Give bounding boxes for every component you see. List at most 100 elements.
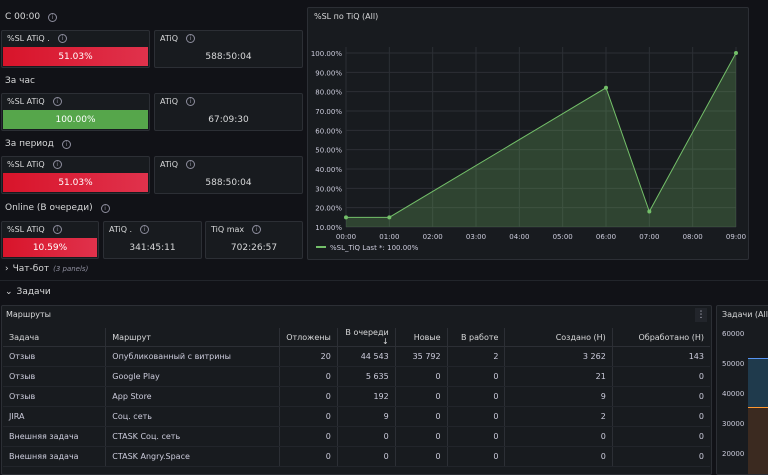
- info-icon[interactable]: i: [48, 12, 58, 22]
- chevron-right-icon: ›: [5, 264, 9, 274]
- table-cell: 192: [336, 386, 396, 407]
- table-cell: 0: [394, 426, 448, 447]
- column-header[interactable]: Маршрут: [105, 328, 280, 347]
- stat-tiq-max-online: TiQ max i 702:26:57: [205, 221, 303, 259]
- table-cell: 0: [278, 386, 338, 407]
- table-cell: 0: [446, 406, 505, 427]
- info-icon[interactable]: i: [186, 34, 196, 43]
- y-tick-label: 70.00%: [315, 108, 342, 116]
- stat-value: 702:26:57: [230, 242, 278, 253]
- table-cell: 0: [394, 406, 448, 427]
- column-header[interactable]: Обработано (Н): [611, 328, 710, 347]
- table-cell: CTASK Angry.Space: [105, 446, 280, 467]
- stat-atiq-per-hour: ATiQ i 67:09:30: [154, 93, 303, 131]
- stat-atiq-since-midnight: ATiQ i 588:50:04: [154, 30, 303, 68]
- table-cell: 0: [446, 426, 505, 447]
- info-icon[interactable]: i: [61, 139, 71, 149]
- info-icon[interactable]: i: [52, 97, 62, 106]
- x-tick-label: 05:00: [553, 233, 573, 241]
- table-cell: Внешняя задача: [3, 426, 106, 447]
- table-cell: 0: [446, 366, 505, 387]
- y-tick-label: 50000: [722, 360, 745, 368]
- row-tasks[interactable]: ⌄ Задачи: [5, 287, 51, 297]
- data-point: [387, 215, 392, 220]
- stat-value: 341:45:11: [129, 242, 176, 253]
- table-row[interactable]: Внешняя задача CTASK Angry.Space 0 0 0 0 0 0: [3, 446, 710, 467]
- data-point: [604, 85, 608, 90]
- x-tick-label: 02:00: [423, 233, 443, 241]
- table-cell: Внешняя задача: [3, 446, 106, 467]
- y-tick-label: 10.00%: [315, 224, 342, 232]
- table-cell: 0: [278, 406, 338, 427]
- x-tick-label: 00:00: [336, 233, 356, 241]
- legend-label: %SL_TiQ Last *: 100.00%: [330, 244, 419, 252]
- table-cell: 21: [504, 366, 613, 387]
- y-tick-label: 80.00%: [315, 89, 342, 97]
- panel-menu-icon[interactable]: ⋮: [695, 308, 707, 322]
- table-cell: 2: [446, 346, 505, 367]
- info-icon[interactable]: i: [252, 225, 262, 234]
- y-tick-label: 50.00%: [315, 147, 342, 155]
- table-row[interactable]: JIRA Соц. сеть 0 9 0 0 2 0: [3, 406, 710, 427]
- y-tick-label: 60000: [722, 330, 745, 338]
- tasks-area-series-2: [748, 407, 768, 474]
- table-cell: 2: [504, 406, 613, 427]
- sl-tiq-chart-panel: %SL по TiQ (All) 10.00% 20.00% 30.00% 40.00…: [307, 7, 749, 260]
- x-tick-label: 03:00: [466, 233, 486, 241]
- table-row[interactable]: Отзыв Google Play 0 5 635 0 0 21 0: [3, 366, 710, 387]
- row-chatbot[interactable]: › Чат-бот (3 panels): [5, 264, 89, 274]
- x-tick-label: 09:00: [726, 233, 746, 241]
- table-cell: 0: [504, 426, 613, 447]
- routes-table: Задача Маршрут Отложены В очереди ↓ Новые В р…: [3, 328, 710, 467]
- table-cell: 0: [394, 366, 448, 387]
- data-point: [647, 209, 652, 214]
- table-row[interactable]: Отзыв App Store 0 192 0 0 9 0: [3, 386, 710, 407]
- y-tick-label: 20.00%: [315, 205, 342, 213]
- x-tick-label: 08:00: [683, 233, 703, 241]
- info-icon[interactable]: i: [100, 203, 110, 213]
- column-header[interactable]: Задача: [3, 328, 106, 347]
- info-icon[interactable]: i: [52, 160, 62, 169]
- x-tick-label: 06:00: [596, 233, 616, 241]
- table-cell: Соц. сеть: [105, 406, 280, 427]
- table-cell: Google Play: [105, 366, 280, 387]
- table-cell: Опубликованный с витрины: [105, 346, 280, 367]
- table-cell: Отзыв: [3, 346, 106, 367]
- table-cell: 0: [336, 426, 396, 447]
- table-row[interactable]: Внешняя задача CTASK Соц. сеть 0 0 0 0 0 0: [3, 426, 710, 447]
- panel-title: Задачи (All): [722, 310, 768, 319]
- section-online: Online (В очереди) i: [5, 203, 110, 213]
- y-tick-label: 30.00%: [315, 185, 342, 193]
- column-header[interactable]: Отложены: [278, 328, 338, 347]
- stat-value: 51.03%: [3, 47, 148, 66]
- info-icon[interactable]: i: [140, 225, 150, 234]
- table-cell: 0: [394, 386, 448, 407]
- table-row[interactable]: Отзыв Опубликованный с витрины 20 44 543 35 …: [3, 346, 710, 367]
- section-per-period: За период i: [5, 139, 71, 149]
- column-header[interactable]: Создано (Н): [504, 328, 613, 347]
- info-icon[interactable]: i: [57, 34, 67, 43]
- table-cell: 20: [278, 346, 338, 367]
- legend-swatch: [316, 246, 326, 248]
- sl-tiq-chart[interactable]: 10.00% 20.00% 30.00% 40.00% 50.00% 60.00% 70.0…: [308, 8, 750, 261]
- column-header[interactable]: Новые: [394, 328, 448, 347]
- column-header[interactable]: В работе: [446, 328, 505, 347]
- table-cell: 0: [611, 446, 710, 467]
- table-cell: Отзыв: [3, 366, 106, 387]
- table-cell: 0: [278, 446, 338, 467]
- panel-title: Маршруты: [6, 310, 51, 319]
- column-header[interactable]: В очереди ↓: [336, 328, 396, 347]
- stat-sl-since-midnight: %SL ATiQ .i 51.03%: [1, 30, 150, 68]
- table-cell: App Store: [105, 386, 280, 407]
- tasks-chart-panel: Задачи (All) 60000 50000 40000 30000 20000: [716, 305, 768, 475]
- info-icon[interactable]: i: [52, 225, 62, 234]
- info-icon[interactable]: i: [186, 97, 196, 106]
- info-icon[interactable]: i: [186, 160, 196, 169]
- table-cell: 9: [504, 386, 613, 407]
- table-cell: 5 635: [336, 366, 396, 387]
- row-divider: [0, 280, 768, 281]
- y-tick-label: 30000: [722, 420, 745, 428]
- chevron-down-icon: ⌄: [5, 287, 13, 297]
- table-cell: 0: [611, 366, 710, 387]
- table-cell: JIRA: [3, 406, 106, 427]
